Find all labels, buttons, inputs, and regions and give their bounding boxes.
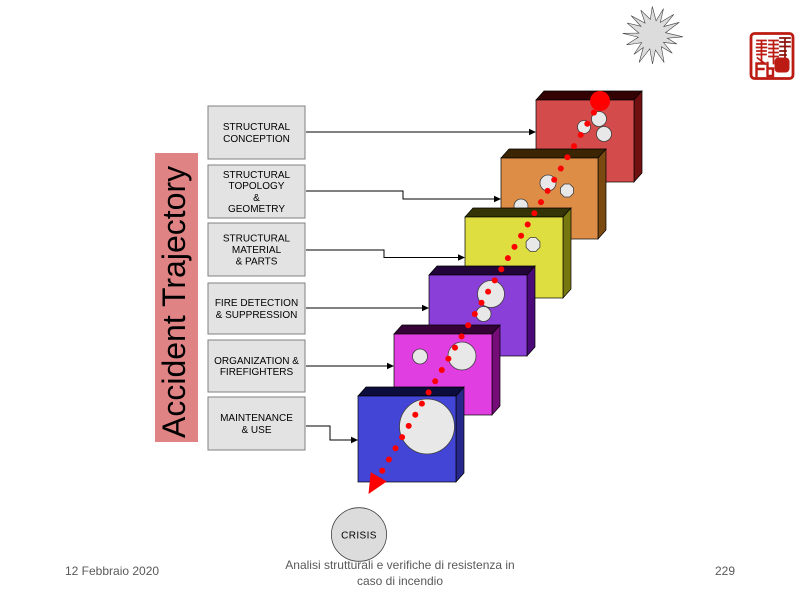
svg-text:caso di incendio: caso di incendio xyxy=(357,574,443,588)
svg-text:12 Febbraio 2020: 12 Febbraio 2020 xyxy=(65,564,159,578)
svg-text:GEOMETRY: GEOMETRY xyxy=(228,204,285,215)
svg-text:CONCEPTION: CONCEPTION xyxy=(223,134,290,145)
svg-text:STRUCTURAL: STRUCTURAL xyxy=(223,170,291,181)
svg-text:STRUCTURAL: STRUCTURAL xyxy=(223,234,291,245)
svg-text:& USE: & USE xyxy=(241,425,271,436)
svg-text:TOPOLOGY: TOPOLOGY xyxy=(229,181,285,192)
svg-text:MAINTENANCE: MAINTENANCE xyxy=(220,413,293,424)
svg-text:MATERIAL: MATERIAL xyxy=(232,245,282,256)
svg-text:&: & xyxy=(253,193,260,204)
svg-text:FIRE DETECTION: FIRE DETECTION xyxy=(215,298,298,309)
svg-text:STRUCTURAL: STRUCTURAL xyxy=(223,122,291,133)
svg-text:229: 229 xyxy=(715,564,735,578)
svg-text:FIREFIGHTERS: FIREFIGHTERS xyxy=(220,367,294,378)
svg-text:& SUPPRESSION: & SUPPRESSION xyxy=(216,310,298,321)
svg-text:ORGANIZATION &: ORGANIZATION & xyxy=(214,356,299,367)
svg-text:CRISIS: CRISIS xyxy=(341,531,377,542)
svg-text:& PARTS: & PARTS xyxy=(236,257,278,268)
svg-text:Analisi strutturali e verifich: Analisi strutturali e verifiche di resis… xyxy=(285,558,514,572)
svg-text:Accident Trajectory: Accident Trajectory xyxy=(156,166,192,438)
